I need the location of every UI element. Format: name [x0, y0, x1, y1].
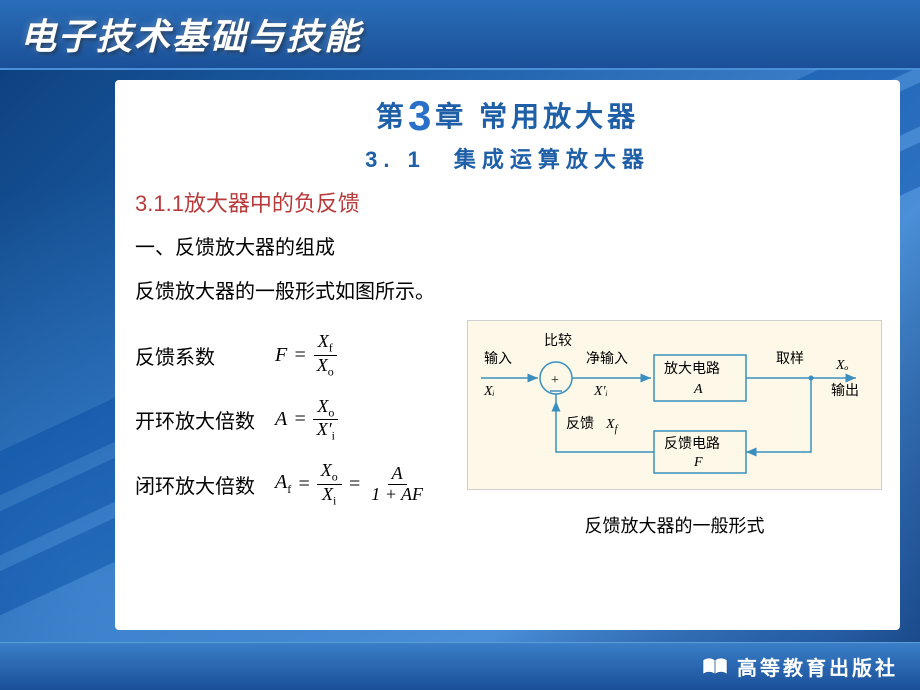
label-feedback-var: Xf	[605, 417, 619, 435]
label-input-var: Xᵢ	[483, 384, 495, 399]
formula-label: 开环放大倍数	[135, 405, 275, 434]
formula-label: 闭环放大倍数	[135, 470, 275, 499]
book-icon	[701, 656, 729, 678]
body-line-1: 一、反馈放大器的组成	[135, 226, 900, 270]
label-amp: 放大电路	[664, 361, 720, 377]
diagram-caption: 反馈放大器的一般形式	[467, 512, 882, 538]
chapter-number: 3	[408, 92, 435, 139]
diagram-container: 输入 Xᵢ + 比较 净输入 X′ᵢ 放大电路 A 取样	[467, 320, 882, 538]
label-netin: 净输入	[586, 351, 628, 367]
formula-label: 反馈系数	[135, 341, 275, 370]
label-amp-var: A	[693, 382, 703, 397]
formula-expression: A=XoX′i	[275, 397, 339, 444]
label-compare: 比较	[544, 333, 572, 349]
chapter-subsection: 3. 1 集成运算放大器	[115, 142, 900, 174]
label-fb-var: F	[693, 455, 703, 470]
chapter-prefix: 第	[376, 101, 408, 132]
label-output: 输出	[831, 383, 859, 399]
label-input: 输入	[484, 351, 512, 367]
chapter-line1: 第3章 常用放大器	[115, 92, 900, 140]
section-title: 3.1.1放大器中的负反馈	[135, 186, 900, 218]
publisher-name: 高等教育出版社	[737, 652, 898, 681]
label-fb-box: 反馈电路	[664, 436, 720, 452]
label-sample: 取样	[776, 351, 804, 367]
summing-symbol: +	[551, 373, 559, 388]
body-line-2: 反馈放大器的一般形式如图所示。	[135, 270, 900, 314]
chapter-suffix: 章 常用放大器	[435, 101, 639, 132]
formula-expression: F=XfXo	[275, 332, 338, 379]
content-panel: 第3章 常用放大器 3. 1 集成运算放大器 3.1.1放大器中的负反馈 一、反…	[115, 80, 900, 630]
label-feedback: 反馈	[566, 416, 594, 432]
course-title: 电子技术基础与技能	[20, 8, 362, 60]
slide-footer: 高等教育出版社	[0, 642, 920, 690]
slide-header: 电子技术基础与技能	[0, 0, 920, 70]
feedback-amplifier-diagram: 输入 Xᵢ + 比较 净输入 X′ᵢ 放大电路 A 取样	[467, 320, 882, 490]
diagram-svg: 输入 Xᵢ + 比较 净输入 X′ᵢ 放大电路 A 取样	[476, 333, 876, 483]
label-out-var: Xₒ	[835, 358, 849, 373]
formula-expression: Af=XoXi=A1 + AF	[275, 461, 427, 508]
label-netin-var: X′ᵢ	[593, 384, 608, 399]
chapter-title: 第3章 常用放大器 3. 1 集成运算放大器	[115, 80, 900, 174]
